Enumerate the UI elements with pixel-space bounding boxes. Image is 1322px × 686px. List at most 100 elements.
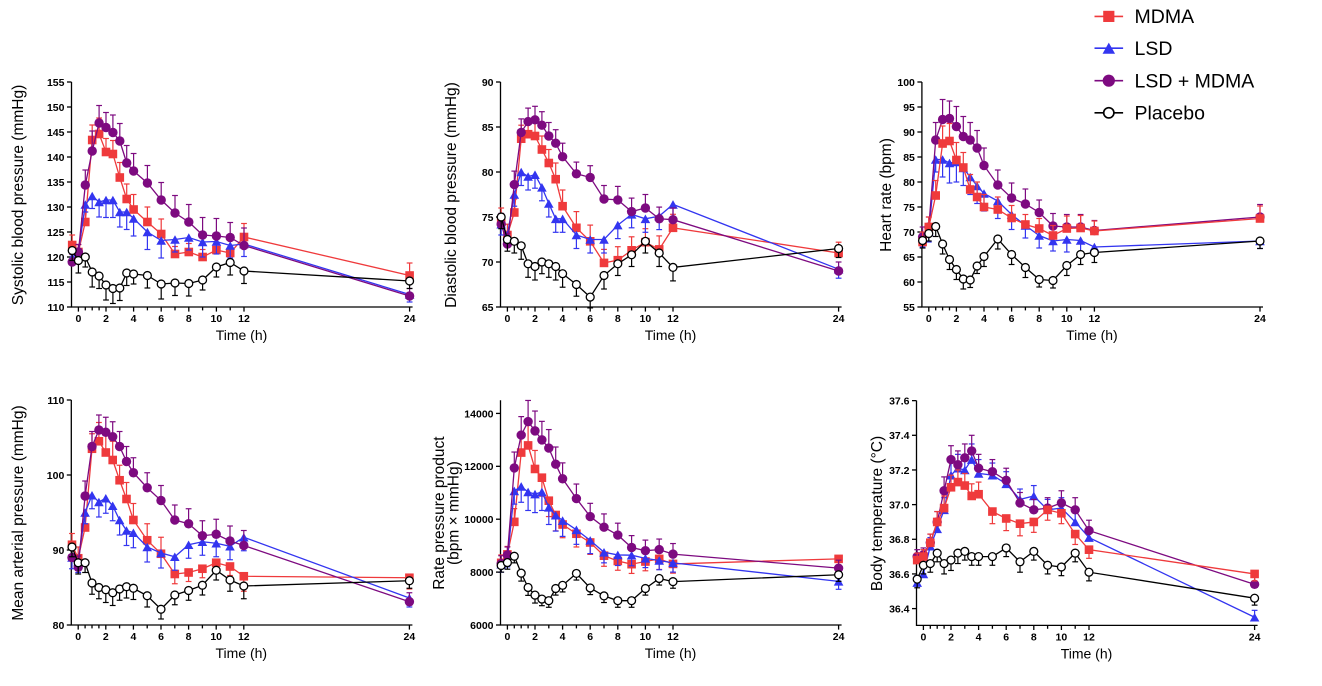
svg-text:Time (h): Time (h) (645, 645, 697, 661)
svg-text:6: 6 (587, 631, 593, 643)
svg-text:2: 2 (532, 631, 538, 643)
svg-text:37.0: 37.0 (889, 500, 910, 512)
svg-text:55: 55 (903, 302, 915, 314)
svg-text:2: 2 (103, 631, 109, 643)
svg-text:10: 10 (210, 631, 222, 643)
svg-text:24: 24 (1249, 632, 1261, 644)
svg-text:75: 75 (482, 212, 494, 224)
svg-text:4: 4 (560, 631, 566, 643)
svg-text:Time (h): Time (h) (1066, 327, 1118, 343)
svg-text:Body temperature (°C): Body temperature (°C) (869, 436, 886, 591)
svg-text:(bpm × mmHg): (bpm × mmHg) (446, 461, 463, 565)
svg-text:37.4: 37.4 (889, 430, 910, 442)
svg-text:6: 6 (1003, 632, 1009, 644)
svg-text:65: 65 (482, 302, 494, 314)
svg-text:10: 10 (640, 631, 652, 643)
svg-text:100: 100 (47, 470, 65, 482)
svg-text:65: 65 (903, 252, 915, 264)
svg-text:2: 2 (532, 313, 538, 325)
svg-text:24: 24 (833, 313, 845, 325)
svg-text:0: 0 (920, 632, 926, 644)
svg-text:2: 2 (103, 313, 109, 325)
svg-text:12: 12 (667, 313, 679, 325)
svg-text:0: 0 (504, 631, 510, 643)
svg-text:95: 95 (903, 102, 915, 114)
svg-text:Mean arterial pressure (mmHg): Mean arterial pressure (mmHg) (10, 405, 27, 620)
svg-text:145: 145 (47, 127, 65, 139)
svg-text:125: 125 (47, 227, 65, 239)
svg-text:10: 10 (1056, 632, 1068, 644)
svg-text:24: 24 (833, 631, 845, 643)
svg-text:37.2: 37.2 (889, 465, 910, 477)
svg-text:8: 8 (186, 313, 192, 325)
svg-text:155: 155 (47, 77, 65, 89)
svg-text:0: 0 (926, 313, 932, 325)
svg-text:135: 135 (47, 177, 65, 189)
svg-text:115: 115 (48, 277, 65, 289)
svg-text:120: 120 (47, 252, 65, 264)
svg-text:8: 8 (1036, 313, 1042, 325)
svg-text:4: 4 (560, 313, 566, 325)
svg-text:Systolic blood pressure (mmHg): Systolic blood pressure (mmHg) (10, 85, 27, 306)
svg-text:140: 140 (47, 152, 65, 164)
svg-text:24: 24 (404, 631, 416, 643)
svg-text:12: 12 (238, 313, 250, 325)
svg-text:36.8: 36.8 (889, 534, 910, 546)
svg-text:12: 12 (667, 631, 679, 643)
svg-text:8000: 8000 (470, 567, 494, 579)
svg-text:8: 8 (615, 631, 621, 643)
svg-text:Heart rate (bpm): Heart rate (bpm) (878, 138, 895, 252)
svg-text:0: 0 (75, 631, 81, 643)
svg-text:90: 90 (482, 77, 494, 89)
svg-text:Placebo: Placebo (1135, 103, 1206, 125)
svg-text:8: 8 (186, 631, 192, 643)
svg-text:70: 70 (482, 257, 494, 269)
svg-text:Time (h): Time (h) (216, 645, 268, 661)
svg-text:6: 6 (1009, 313, 1015, 325)
svg-text:8: 8 (1031, 632, 1037, 644)
svg-text:110: 110 (47, 395, 64, 407)
svg-text:Diastolic blood pressure (mmHg: Diastolic blood pressure (mmHg) (443, 82, 460, 308)
svg-text:6: 6 (158, 631, 164, 643)
svg-text:10: 10 (1061, 313, 1073, 325)
svg-text:0: 0 (504, 313, 510, 325)
svg-text:24: 24 (404, 313, 416, 325)
svg-text:6000: 6000 (470, 620, 494, 632)
svg-text:Time (h): Time (h) (645, 327, 697, 343)
svg-text:8: 8 (615, 313, 621, 325)
svg-text:4: 4 (981, 313, 987, 325)
svg-text:85: 85 (903, 152, 915, 164)
svg-text:36.4: 36.4 (889, 604, 910, 616)
svg-text:36.6: 36.6 (889, 569, 910, 581)
svg-text:14000: 14000 (464, 408, 493, 420)
svg-text:85: 85 (482, 122, 494, 134)
svg-text:2: 2 (953, 313, 959, 325)
svg-text:12: 12 (238, 631, 250, 643)
svg-text:80: 80 (482, 167, 494, 179)
svg-text:110: 110 (48, 302, 65, 314)
svg-text:6: 6 (158, 313, 164, 325)
svg-text:4: 4 (131, 313, 137, 325)
svg-text:Time (h): Time (h) (216, 327, 268, 343)
svg-text:90: 90 (53, 545, 65, 557)
svg-text:Rate pressure product: Rate pressure product (431, 436, 448, 590)
svg-text:4: 4 (130, 631, 136, 643)
svg-text:70: 70 (903, 227, 915, 239)
svg-text:Time (h): Time (h) (1061, 645, 1113, 661)
svg-text:6: 6 (587, 313, 593, 325)
svg-text:90: 90 (903, 127, 915, 139)
svg-text:0: 0 (75, 313, 81, 325)
svg-text:12: 12 (1089, 313, 1101, 325)
svg-text:LSD + MDMA: LSD + MDMA (1135, 71, 1255, 93)
svg-text:LSD: LSD (1135, 38, 1173, 60)
svg-text:100: 100 (897, 77, 915, 89)
svg-text:60: 60 (903, 277, 915, 289)
svg-text:10: 10 (640, 313, 652, 325)
svg-text:24: 24 (1254, 313, 1266, 325)
svg-text:80: 80 (903, 177, 915, 189)
svg-text:2: 2 (948, 632, 954, 644)
svg-text:12000: 12000 (464, 461, 493, 473)
svg-text:10000: 10000 (464, 514, 493, 526)
svg-text:150: 150 (47, 102, 65, 114)
svg-text:130: 130 (47, 202, 65, 214)
